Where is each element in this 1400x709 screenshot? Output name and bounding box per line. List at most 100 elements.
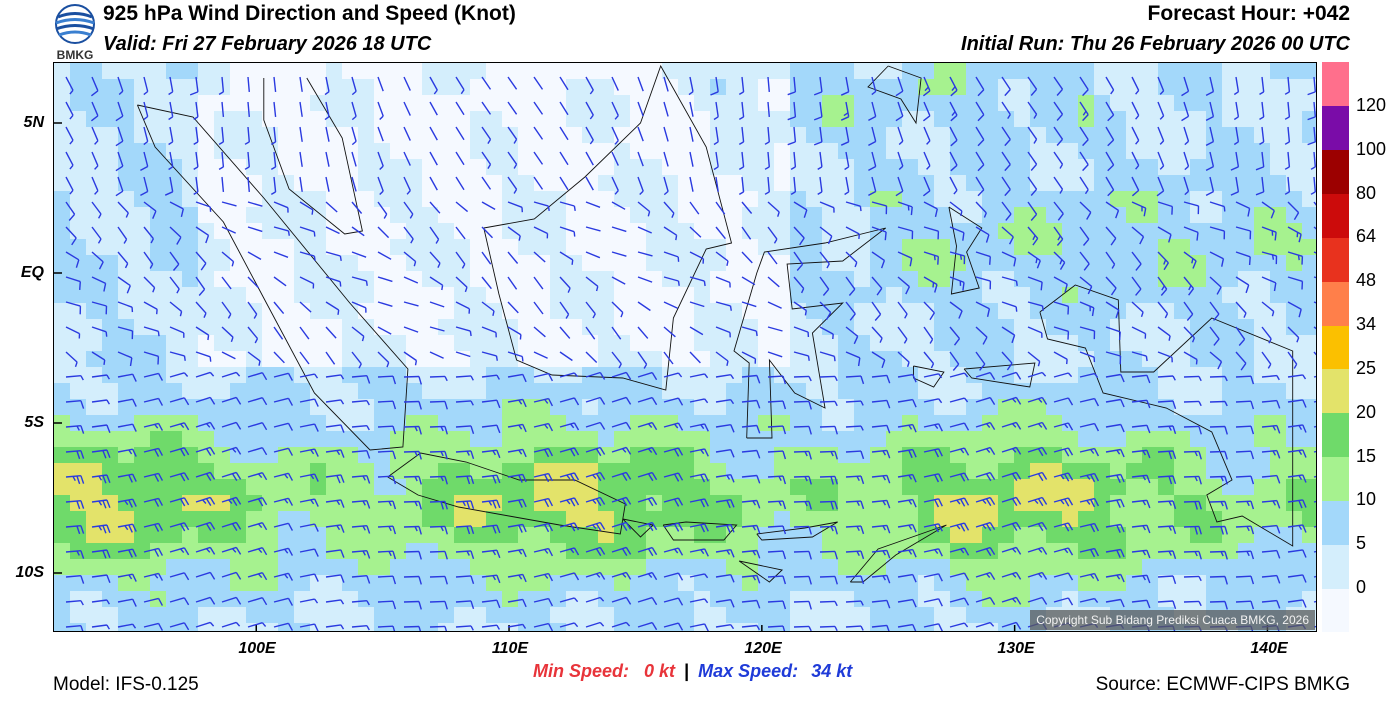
wind-barb [975,596,996,605]
wind-barb [1131,201,1147,217]
wind-barb [1105,301,1120,319]
wind-barb [377,226,390,239]
wind-barb [270,176,277,196]
wind-barb [559,622,579,628]
wind-barb [663,472,684,482]
wind-barb [585,151,594,166]
wind-barb [429,400,448,410]
wind-barb [91,374,111,380]
lon-label-100e: 100E [238,640,276,657]
wind-barb [143,201,157,219]
wind-barb [975,571,996,580]
wind-barb [169,622,190,631]
wind-barb [793,301,807,316]
wind-barb [715,624,735,630]
wind-barb [91,424,111,433]
wind-barb [1105,201,1120,219]
wind-barb [403,575,422,585]
wind-barb [923,151,931,170]
wind-barb [533,201,550,212]
wind-barb [897,598,917,608]
wind-barb [91,524,111,534]
wind-barb [585,446,606,457]
wind-barb [922,101,931,122]
wind-barb [1261,326,1272,344]
wind-barb [1261,499,1281,509]
wind-barb [975,521,996,532]
wind-barb [247,76,250,92]
wind-barb [247,326,259,344]
wind-barb [559,276,571,293]
wind-barb [975,396,996,405]
wind-barb [403,176,411,195]
wind-barb [143,547,164,557]
wind-barb [377,625,396,631]
wind-barb [351,625,370,631]
wind-barb [897,523,917,533]
wind-barb [455,301,471,314]
wind-barb [1183,226,1199,241]
wind-barb [221,371,241,378]
wind-barb [845,425,864,431]
wind-barb [1001,371,1022,380]
wind-barb [1235,500,1255,510]
wind-barb [897,126,904,146]
wind-barb [221,471,242,481]
wind-barb [793,500,812,510]
wind-barb [247,176,250,192]
wind-barb [637,446,658,456]
wind-barb [949,251,966,265]
wind-barb [1156,176,1165,197]
wind-barb [221,621,241,628]
wind-barb [351,600,370,606]
wind-barb [949,397,969,403]
wind-barb [1209,575,1228,585]
wind-barb [324,76,330,96]
wind-barb [1131,176,1140,197]
wind-barb [1079,472,1100,483]
wind-barb [1131,449,1151,459]
wind-barb [1079,151,1089,172]
wind-barb [1307,101,1316,121]
wind-barb [923,448,943,458]
wind-barb [819,500,838,510]
wind-barb [949,422,970,431]
wind-barb [481,599,501,609]
wind-barb [90,76,99,97]
wind-barb [1105,548,1125,558]
wind-barb [221,226,236,234]
wind-barb [949,101,958,122]
wind-barb [787,76,797,96]
wind-barb [738,176,745,196]
wind-barb [897,151,904,171]
wind-barb [325,151,330,167]
wind-barb [559,497,580,507]
wind-barb [689,351,701,364]
wind-barb [91,399,111,405]
wind-barb [637,596,658,606]
wind-barb [1079,76,1089,97]
lon-label-120e: 120E [744,640,782,657]
wind-barb [1181,76,1190,97]
bmkg-logo: BMKG [50,2,100,62]
wind-barb [897,301,908,319]
wind-barb [1235,475,1255,485]
wind-barb [247,101,250,117]
wind-barb [637,201,651,217]
wind-barb [429,251,441,268]
wind-barb [403,400,422,410]
wind-barb [1079,276,1093,295]
wind-barb [1209,251,1225,267]
wind-barb [1131,524,1151,534]
wind-barb [1183,151,1190,171]
wind-barb [481,449,501,459]
wind-barb [897,423,917,433]
wind-barb [741,226,752,240]
wind-barb [1105,126,1115,147]
wind-barb [168,76,174,96]
wind-barb [507,101,518,115]
wind-barb [455,425,475,435]
wind-barb [611,596,632,605]
wind-barb [1105,101,1115,122]
wind-barb [559,397,580,406]
